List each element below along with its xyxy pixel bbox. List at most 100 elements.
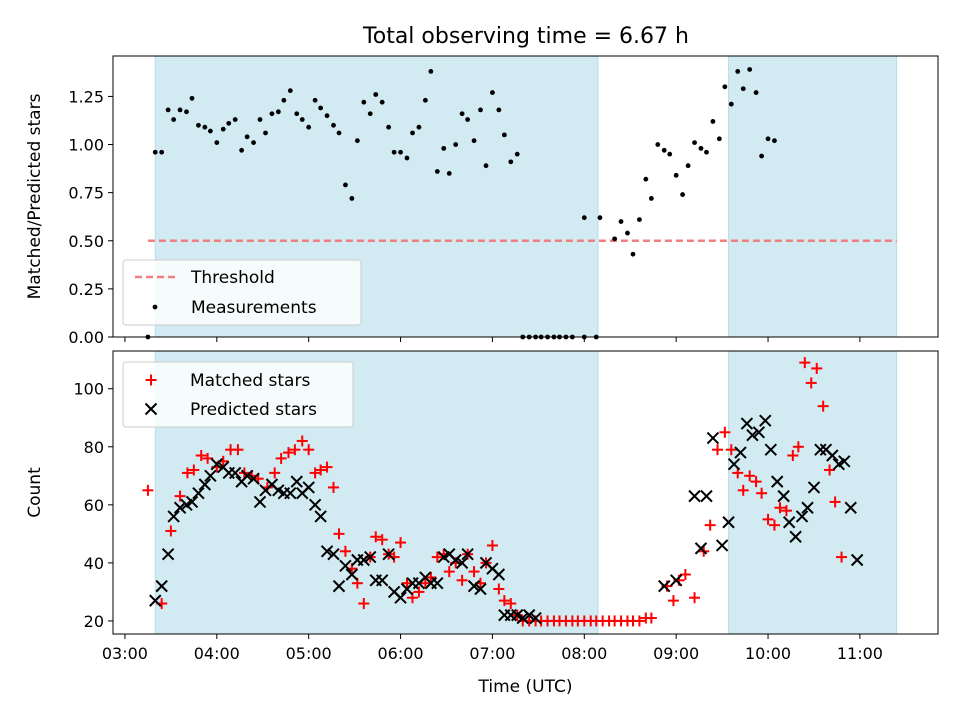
predicted-stars-point <box>529 611 542 625</box>
matched-stars-point <box>792 441 804 453</box>
predicted-stars-point <box>700 489 713 503</box>
matched-stars-point <box>195 449 207 461</box>
matched-stars-point <box>376 534 388 546</box>
y-tick-label: 60 <box>84 496 104 515</box>
predicted-stars-point <box>302 481 315 494</box>
measurement-point <box>207 128 213 134</box>
predicted-stars-point <box>357 553 371 567</box>
matched-stars-point <box>174 490 186 502</box>
matched-stars-point <box>425 571 437 583</box>
measurement-point <box>673 172 679 178</box>
x-tick-label: 04:00 <box>194 644 240 663</box>
predicted-stars-point <box>375 574 389 587</box>
predicted-stars-point <box>314 510 327 523</box>
measurement-point <box>416 124 422 130</box>
predicted-stars-point <box>752 426 766 439</box>
predicted-stars-point <box>782 516 796 529</box>
ratio-legend: Threshold Measurements <box>122 259 362 326</box>
measurement-point <box>667 151 673 157</box>
legend-measurements-label: Measurements <box>191 298 317 318</box>
count-x-axis-label: Time (UTC) <box>478 677 573 697</box>
matched-stars-point <box>468 566 480 578</box>
measurement-point <box>637 217 642 222</box>
predicted-stars-point <box>161 547 175 561</box>
predicted-stars-point <box>155 579 168 593</box>
matched-stars-point <box>142 484 154 496</box>
y-tick-label: 100 <box>73 380 104 399</box>
y-tick-label: 40 <box>84 554 104 573</box>
measurement-point <box>152 149 158 155</box>
measurement-point <box>361 99 367 105</box>
observing-interval-band <box>728 55 898 338</box>
predicted-stars-point <box>382 547 395 561</box>
measurement-point <box>716 136 722 142</box>
measurement-point <box>772 138 777 144</box>
measurement-point <box>373 92 379 97</box>
matched-stars-point <box>315 464 327 476</box>
predicted-stars-point <box>431 576 444 590</box>
y-tick-label: 1.00 <box>68 136 104 155</box>
measurement-point <box>710 119 716 124</box>
matched-stars-point <box>725 444 737 456</box>
predicted-stars-point <box>801 501 814 514</box>
predicted-stars-point <box>746 428 759 442</box>
ratio-y-ticks: 0.00 0.25 0.50 0.75 1.00 1.25 <box>68 87 113 347</box>
predicted-stars-point <box>759 414 772 427</box>
count-y-axis-label: Count <box>25 467 45 518</box>
measurement-point <box>753 90 759 95</box>
matched-stars-point <box>296 435 308 447</box>
legend-matched-swatch <box>145 374 157 386</box>
measurement-point <box>324 113 330 119</box>
predicted-stars-point <box>734 446 747 459</box>
matched-stars-point <box>321 461 333 473</box>
measurement-point <box>453 142 459 147</box>
measurement-point <box>269 111 275 117</box>
measurement-point <box>184 109 189 115</box>
legend-threshold-label: Threshold <box>190 268 275 288</box>
matched-stars-point <box>339 545 351 557</box>
count-legend-box <box>122 361 354 428</box>
measurement-point <box>336 130 342 136</box>
predicted-stars-point <box>844 501 857 514</box>
measurement-point <box>630 251 636 257</box>
matched-stars-point <box>787 449 799 461</box>
x-tick-label: 11:00 <box>837 644 883 663</box>
matched-stars-point <box>836 551 848 563</box>
matched-stars-point <box>358 598 370 610</box>
count-axes-frame <box>112 350 939 635</box>
measurement-point <box>226 120 232 126</box>
measurement-point <box>747 67 753 72</box>
matched-stars-point <box>805 377 817 389</box>
measurement-point <box>446 171 452 176</box>
matched-stars-point <box>275 452 287 464</box>
measurement-point <box>391 149 397 155</box>
measurement-point <box>379 99 385 105</box>
measurement-point <box>680 192 685 197</box>
predicted-stars-point <box>814 443 827 456</box>
measurement-point <box>740 86 746 92</box>
matched-stars-point <box>498 595 510 607</box>
measurement-point <box>244 134 250 140</box>
measurement-point <box>428 68 434 74</box>
measurement-point <box>306 124 312 130</box>
measurement-point <box>735 68 741 74</box>
measurement-point <box>612 236 618 242</box>
measurement-point <box>294 111 300 117</box>
predicted-stars-point <box>850 553 864 567</box>
chart-title: Total observing time = 6.67 h <box>362 24 689 49</box>
measurement-point <box>281 97 287 103</box>
matched-stars-point <box>269 467 281 479</box>
predicted-stars-point <box>228 466 242 480</box>
measurement-point <box>398 149 403 155</box>
predicted-stars-point <box>474 582 487 596</box>
matched-stars-point <box>679 568 691 580</box>
matched-stars-point <box>431 551 443 563</box>
predicted-stars-point <box>807 481 821 494</box>
measurement-point <box>404 155 410 161</box>
measurement-point <box>648 196 654 201</box>
matched-stars-point <box>188 464 200 476</box>
measurement-point <box>263 130 268 136</box>
x-tick-label: 03:00 <box>102 644 148 663</box>
legend-predicted-label: Predicted stars <box>190 400 317 420</box>
y-tick-label: 0.00 <box>68 328 104 347</box>
